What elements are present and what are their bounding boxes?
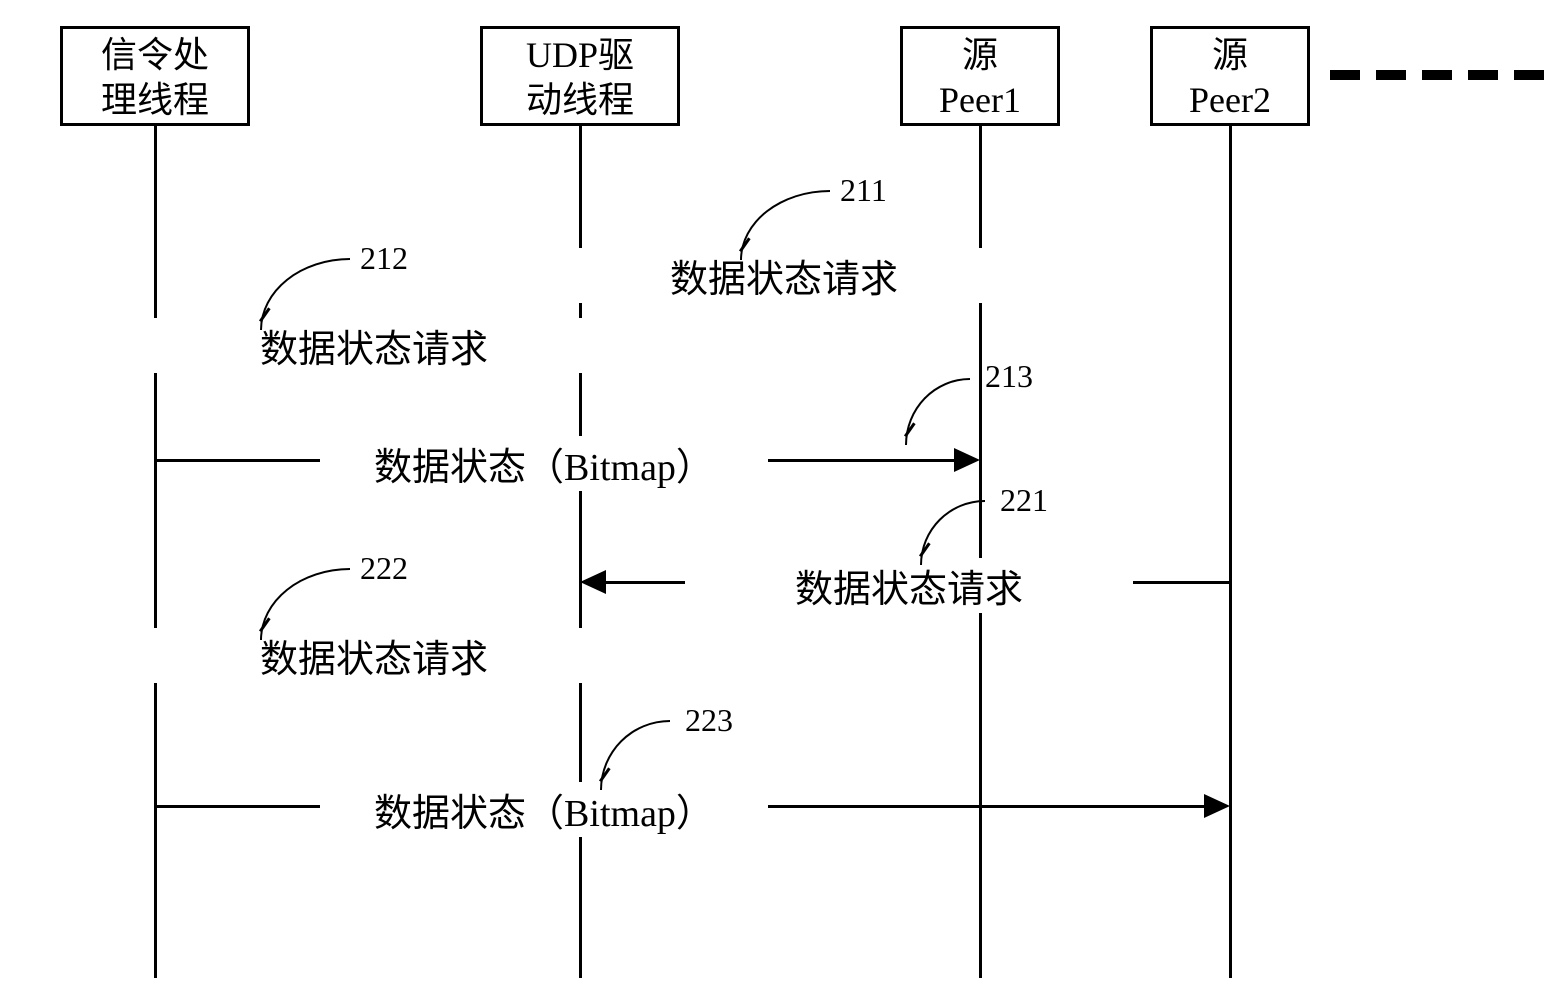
continuation-dash <box>1514 70 1544 80</box>
actor-peer2-label-line: 源 <box>1153 33 1307 78</box>
lifeline-peer2 <box>1229 126 1232 978</box>
actor-sig: 信令处理线程 <box>60 26 250 126</box>
actor-peer1-label-line: Peer1 <box>903 78 1057 123</box>
ref-curve <box>740 190 830 260</box>
ref-number: 221 <box>1000 482 1048 519</box>
continuation-dash <box>1468 70 1498 80</box>
ref-number: 223 <box>685 702 733 739</box>
message-label: 数据状态请求 <box>685 558 1133 613</box>
lifeline-sig <box>154 126 157 978</box>
sequence-diagram: 信令处理线程UDP驱动线程源Peer1源Peer2数据状态请求数据状态请求数据状… <box>0 0 1548 1004</box>
ref-curve <box>600 720 670 790</box>
ref-curve <box>920 500 985 565</box>
message-label: 数据状态请求 <box>150 628 598 683</box>
ref-curve <box>260 258 350 330</box>
actor-sig-label-line: 理线程 <box>63 78 247 123</box>
message-label: 数据状态请求 <box>150 318 598 373</box>
message-label: 数据状态（Bitmap） <box>320 436 768 491</box>
actor-peer2: 源Peer2 <box>1150 26 1310 126</box>
ref-curve <box>905 378 970 445</box>
arrow-head-icon <box>580 570 606 594</box>
actor-udp-label-line: UDP驱 <box>483 33 677 78</box>
continuation-dash <box>1422 70 1452 80</box>
arrow-head-icon <box>954 448 980 472</box>
actor-peer1: 源Peer1 <box>900 26 1060 126</box>
actor-udp: UDP驱动线程 <box>480 26 680 126</box>
ref-number: 211 <box>840 172 887 209</box>
continuation-dash <box>1330 70 1360 80</box>
ref-number: 213 <box>985 358 1033 395</box>
actor-peer1-label-line: 源 <box>903 33 1057 78</box>
ref-number: 222 <box>360 550 408 587</box>
continuation-dash <box>1376 70 1406 80</box>
actor-sig-label-line: 信令处 <box>63 33 247 78</box>
ref-number: 212 <box>360 240 408 277</box>
ref-curve <box>260 568 350 640</box>
actor-udp-label-line: 动线程 <box>483 78 677 123</box>
arrow-head-icon <box>1204 794 1230 818</box>
actor-peer2-label-line: Peer2 <box>1153 78 1307 123</box>
message-label: 数据状态（Bitmap） <box>320 782 768 837</box>
